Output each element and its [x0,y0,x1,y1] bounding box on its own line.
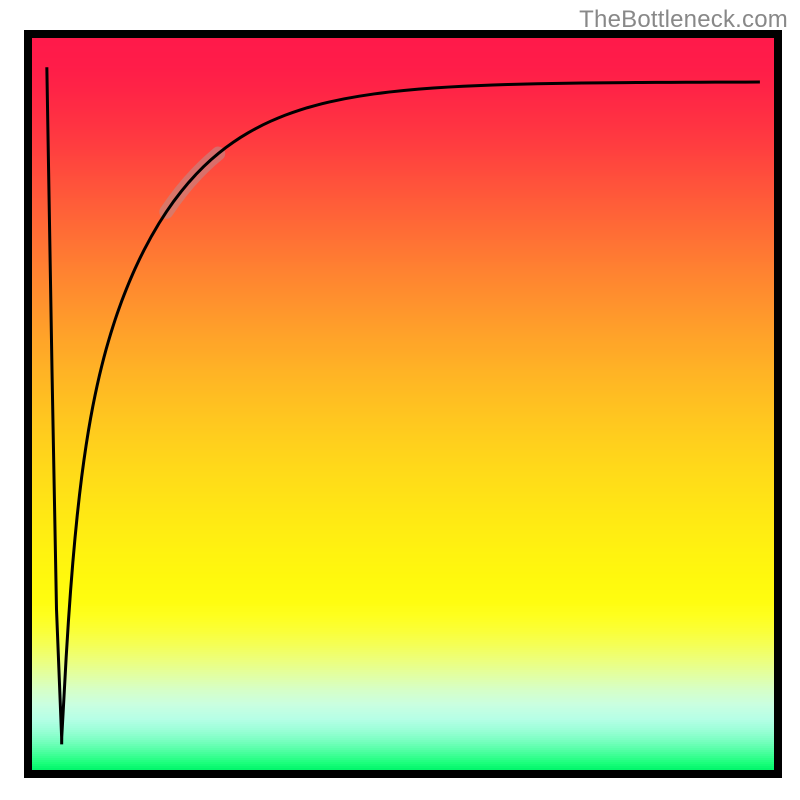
gradient-fill [32,38,774,771]
watermark-text: TheBottleneck.com [579,6,788,34]
bottleneck-chart [0,0,800,800]
